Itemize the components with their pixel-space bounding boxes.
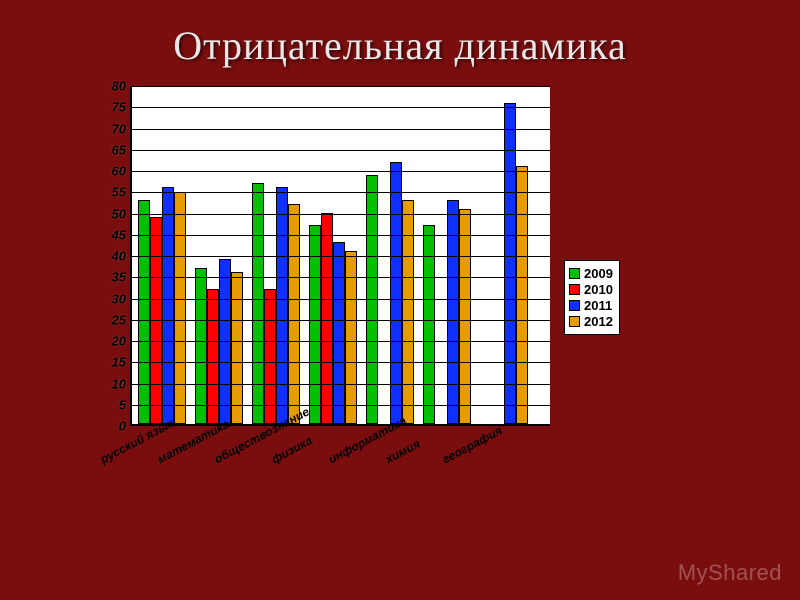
y-tick-label: 15 — [112, 355, 126, 370]
bar — [276, 187, 288, 424]
y-tick-label: 25 — [112, 312, 126, 327]
legend-item: 2011 — [569, 298, 613, 313]
legend: 2009201020112012 — [564, 260, 620, 335]
gridline — [132, 150, 550, 151]
y-tick-label: 35 — [112, 270, 126, 285]
legend-item: 2012 — [569, 314, 613, 329]
bar — [321, 213, 333, 424]
bar — [207, 289, 219, 424]
plot-area — [130, 86, 550, 426]
gridline — [132, 256, 550, 257]
bar-chart: 05101520253035404550556065707580 русский… — [130, 86, 550, 476]
bar — [162, 187, 174, 424]
x-tick-label: физика — [269, 433, 315, 466]
x-tick-label: география — [440, 423, 505, 466]
gridline — [132, 171, 550, 172]
bar — [390, 162, 402, 424]
gridline — [132, 320, 550, 321]
bar — [333, 242, 345, 424]
legend-swatch — [569, 300, 580, 311]
bar — [447, 200, 459, 424]
bar — [264, 289, 276, 424]
bar — [252, 183, 264, 424]
y-tick-label: 30 — [112, 291, 126, 306]
y-tick-label: 5 — [119, 397, 126, 412]
bar — [459, 209, 471, 424]
bar — [516, 166, 528, 424]
y-tick-label: 10 — [112, 376, 126, 391]
legend-swatch — [569, 268, 580, 279]
y-tick-label: 60 — [112, 164, 126, 179]
gridline — [132, 362, 550, 363]
legend-item: 2009 — [569, 266, 613, 281]
bar — [402, 200, 414, 424]
y-tick-label: 80 — [112, 79, 126, 94]
y-tick-label: 20 — [112, 334, 126, 349]
gridline — [132, 107, 550, 108]
bars-container — [132, 86, 550, 424]
y-tick-label: 0 — [119, 419, 126, 434]
gridline — [132, 341, 550, 342]
y-tick-label: 70 — [112, 121, 126, 136]
y-tick-label: 55 — [112, 185, 126, 200]
gridline — [132, 277, 550, 278]
page-title: Отрицательная динамика — [0, 0, 800, 69]
bar — [195, 268, 207, 424]
bar — [174, 192, 186, 424]
legend-swatch — [569, 316, 580, 327]
y-tick-label: 40 — [112, 249, 126, 264]
gridline — [132, 405, 550, 406]
gridline — [132, 86, 550, 87]
bar — [504, 103, 516, 424]
gridline — [132, 299, 550, 300]
legend-swatch — [569, 284, 580, 295]
legend-item: 2010 — [569, 282, 613, 297]
gridline — [132, 214, 550, 215]
gridline — [132, 235, 550, 236]
y-tick-label: 50 — [112, 206, 126, 221]
bar — [231, 272, 243, 424]
y-tick-label: 65 — [112, 142, 126, 157]
watermark: MyShared — [678, 560, 782, 586]
legend-label: 2010 — [584, 282, 613, 297]
y-tick-label: 45 — [112, 227, 126, 242]
bar — [288, 204, 300, 424]
bar — [138, 200, 150, 424]
gridline — [132, 129, 550, 130]
x-tick-label: химия — [383, 436, 422, 466]
gridline — [132, 384, 550, 385]
slide: Отрицательная динамика 05101520253035404… — [0, 0, 800, 600]
y-tick-label: 75 — [112, 100, 126, 115]
y-axis-labels: 05101520253035404550556065707580 — [92, 86, 126, 426]
legend-label: 2012 — [584, 314, 613, 329]
gridline — [132, 192, 550, 193]
legend-label: 2011 — [584, 298, 612, 313]
legend-label: 2009 — [584, 266, 613, 281]
